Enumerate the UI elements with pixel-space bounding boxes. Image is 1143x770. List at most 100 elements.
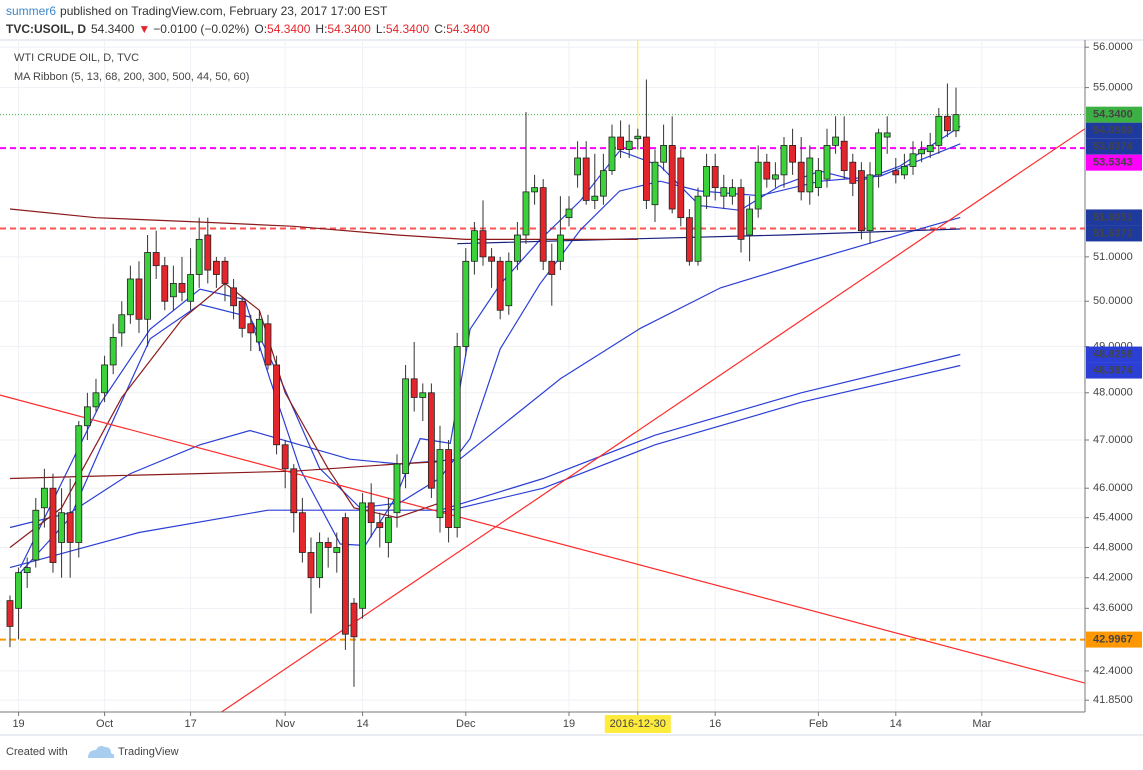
candle-body xyxy=(754,161,762,210)
candle-body xyxy=(410,378,418,398)
candle-body xyxy=(393,463,401,514)
plot-area xyxy=(0,40,1085,712)
candle-body xyxy=(169,283,177,298)
candle-body xyxy=(625,140,633,150)
indicator-line xyxy=(0,394,1085,684)
candle-body xyxy=(591,195,599,201)
x-tick-label: 19 xyxy=(12,718,24,730)
candle-body xyxy=(746,208,754,236)
candle-body xyxy=(316,542,323,579)
candle-body xyxy=(367,502,375,523)
candle-body xyxy=(531,187,538,193)
candle-body xyxy=(204,234,212,271)
candle-body xyxy=(298,512,306,553)
candle-body xyxy=(126,278,134,316)
x-tick-label: 14 xyxy=(356,718,368,730)
candle-body xyxy=(599,170,607,197)
ohlc-value: 54.3400 xyxy=(327,22,371,36)
price-badge xyxy=(1086,138,1142,155)
price-badge xyxy=(1086,346,1142,363)
y-tick-label: 48.0000 xyxy=(1093,387,1133,399)
candle-body xyxy=(255,318,263,343)
candle-body xyxy=(703,166,711,197)
chart-title: WTI CRUDE OIL, D, TVC xyxy=(14,52,139,64)
candle-body xyxy=(574,157,581,176)
candle-body xyxy=(513,234,521,262)
candle-body xyxy=(728,187,736,197)
candle-body xyxy=(324,542,332,548)
candle-body xyxy=(771,174,779,180)
candle-body xyxy=(900,166,908,176)
candle-body xyxy=(427,392,435,489)
candle-body xyxy=(58,512,65,543)
y-tick-label: 43.6000 xyxy=(1093,602,1133,614)
y-tick-label: 45.4000 xyxy=(1093,512,1133,524)
ohlc-key: H: xyxy=(315,22,327,36)
y-tick-label: 47.0000 xyxy=(1093,434,1133,446)
candle-body xyxy=(840,140,848,172)
y-tick-label: 41.8500 xyxy=(1093,694,1133,706)
price-badge xyxy=(1086,106,1142,123)
candle-body xyxy=(273,364,280,446)
crosshair-label-bg xyxy=(604,715,671,733)
candle-body xyxy=(75,425,83,543)
candle-body xyxy=(32,509,40,561)
price-badge-label: 48.5874 xyxy=(1093,364,1134,376)
y-tick-label: 46.0000 xyxy=(1093,482,1133,494)
candle-body xyxy=(488,256,495,262)
candle-body xyxy=(565,208,573,219)
candle-body xyxy=(806,157,814,193)
published: published on TradingView.com, February 2… xyxy=(60,4,388,18)
candle-body xyxy=(152,252,160,267)
price-badge xyxy=(1086,631,1142,648)
symbol-line: TVC:USOIL, D 54.3400 ▼ −0.0100 (−0.02%) O:54… xyxy=(6,22,490,36)
candle-body xyxy=(582,157,590,201)
candle-body xyxy=(737,187,745,240)
price-badge-label: 53.5343 xyxy=(1093,157,1133,169)
candle-body xyxy=(118,314,126,334)
candle-body xyxy=(479,230,487,258)
candle-body xyxy=(15,572,22,609)
candle-body xyxy=(66,512,74,543)
candle-body xyxy=(195,238,203,275)
y-tick-label: 56.0000 xyxy=(1093,41,1133,53)
candle-body xyxy=(720,187,728,197)
price-badge-label: 54.3400 xyxy=(1093,109,1133,121)
candle-body xyxy=(789,144,797,163)
footer-brand[interactable]: TradingView xyxy=(118,746,179,758)
indicator-line xyxy=(439,364,961,514)
indicator-line xyxy=(9,208,638,240)
x-tick-label: Mar xyxy=(972,718,991,730)
candle-body xyxy=(539,187,547,262)
last-price: 54.3400 xyxy=(91,22,135,36)
x-tick-label: Dec xyxy=(456,718,476,730)
x-tick-label: 17 xyxy=(184,718,196,730)
price-badge xyxy=(1086,209,1142,226)
ohlc-value: 54.3400 xyxy=(386,22,430,36)
x-tick-label: Feb xyxy=(809,718,828,730)
candle-body xyxy=(685,217,693,262)
candle-body xyxy=(419,392,427,398)
candle-body xyxy=(548,260,556,275)
candle-body xyxy=(144,252,151,320)
price-badge xyxy=(1086,154,1142,171)
price-badge-label: 51.9051 xyxy=(1093,211,1133,223)
y-tick-label: 42.4000 xyxy=(1093,665,1133,677)
candle-body xyxy=(247,323,255,334)
author[interactable]: summer6 xyxy=(6,4,56,18)
x-tick-label: Nov xyxy=(275,718,295,730)
price-badge xyxy=(1086,225,1142,242)
change: −0.0100 (−0.02%) xyxy=(153,22,249,36)
candle-body xyxy=(926,144,934,153)
candle-body xyxy=(832,136,840,146)
candle-body xyxy=(40,487,48,509)
header-line: summer6 published on TradingView.com, Feb… xyxy=(6,4,388,18)
x-tick-label: 2016-12-30 xyxy=(610,718,666,730)
candle-body xyxy=(135,278,143,320)
candle-body xyxy=(230,287,237,307)
candle-body xyxy=(814,170,822,189)
candle-body xyxy=(333,547,341,553)
x-tick-label: Oct xyxy=(96,718,113,730)
candle-body xyxy=(6,600,14,627)
price-badge-label: 53.6374 xyxy=(1093,141,1134,153)
